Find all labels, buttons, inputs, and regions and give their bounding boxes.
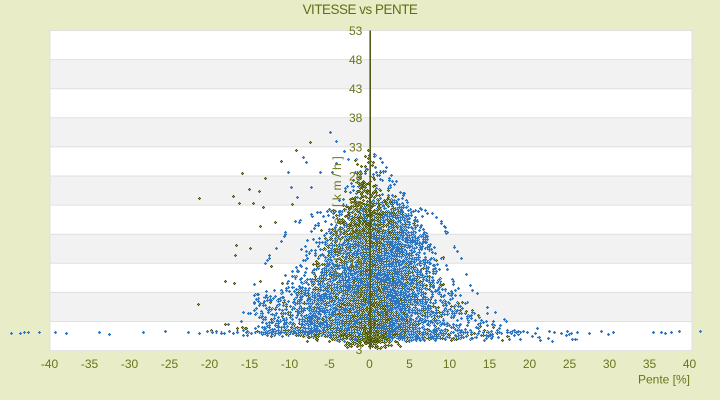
svg-text:25: 25 — [563, 357, 577, 371]
svg-text:53: 53 — [349, 24, 363, 38]
svg-text:35: 35 — [643, 357, 657, 371]
svg-text:38: 38 — [349, 111, 363, 125]
svg-text:Vitesse [km/h]: Vitesse [km/h] — [330, 153, 344, 279]
svg-text:0: 0 — [366, 357, 373, 371]
svg-text:5: 5 — [406, 357, 413, 371]
svg-text:8: 8 — [356, 286, 363, 300]
svg-text:-40: -40 — [41, 357, 59, 371]
svg-text:-20: -20 — [201, 357, 219, 371]
svg-text:30: 30 — [603, 357, 617, 371]
svg-text:13: 13 — [349, 257, 363, 271]
svg-text:43: 43 — [349, 82, 363, 96]
svg-text:Pente [%]: Pente [%] — [638, 373, 690, 387]
svg-text:15: 15 — [483, 357, 497, 371]
svg-text:3: 3 — [356, 343, 363, 357]
svg-text:VITESSE vs PENTE: VITESSE vs PENTE — [303, 2, 418, 17]
svg-text:-15: -15 — [241, 357, 259, 371]
svg-text:40: 40 — [683, 357, 697, 371]
svg-text:33: 33 — [349, 140, 363, 154]
svg-text:23: 23 — [349, 199, 363, 213]
svg-text:-35: -35 — [81, 357, 99, 371]
svg-text:-30: -30 — [121, 357, 139, 371]
svg-text:28: 28 — [349, 169, 363, 183]
svg-text:-25: -25 — [161, 357, 179, 371]
svg-text:20: 20 — [523, 357, 537, 371]
svg-text:10: 10 — [443, 357, 457, 371]
svg-text:-10: -10 — [281, 357, 299, 371]
svg-text:18: 18 — [349, 228, 363, 242]
svg-text:-5: -5 — [324, 357, 335, 371]
svg-text:48: 48 — [349, 53, 363, 67]
